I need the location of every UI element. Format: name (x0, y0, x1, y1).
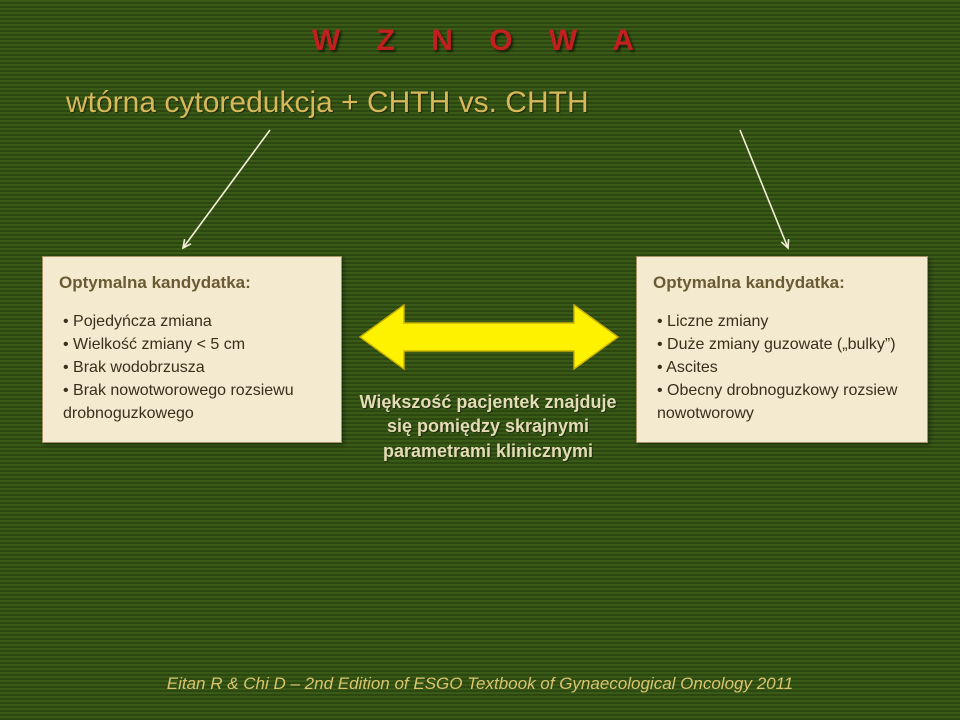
list-item: Wielkość zmiany < 5 cm (63, 333, 325, 356)
slide-subtitle: wtórna cytoredukcja + CHTH vs. CHTH (66, 86, 589, 120)
right-box-list: Liczne zmianyDuże zmiany guzowate („bulk… (653, 310, 911, 426)
left-box-header: Optymalna kandydatka: (59, 271, 325, 296)
center-caption: Większość pacjentek znajduje się pomiędz… (358, 390, 618, 463)
list-item: Brak nowotworowego rozsiewu drobnoguzkow… (63, 379, 325, 425)
list-item: Obecny drobnoguzkowy rozsiew nowotworowy (657, 379, 911, 425)
list-item: Brak wodobrzusza (63, 356, 325, 379)
list-item: Liczne zmiany (657, 310, 911, 333)
list-item: Ascites (657, 356, 911, 379)
citation-text: Eitan R & Chi D – 2nd Edition of ESGO Te… (0, 674, 960, 694)
slide-title: W Z N O W A (0, 24, 960, 58)
left-candidate-box: Optymalna kandydatka: Pojedyńcza zmianaW… (42, 256, 342, 443)
right-box-header: Optymalna kandydatka: (653, 271, 911, 296)
slide-content: W Z N O W A wtórna cytoredukcja + CHTH v… (0, 0, 960, 720)
list-item: Pojedyńcza zmiana (63, 310, 325, 333)
right-candidate-box: Optymalna kandydatka: Liczne zmianyDuże … (636, 256, 928, 443)
double-arrow-icon (360, 305, 618, 369)
list-item: Duże zmiany guzowate („bulky”) (657, 333, 911, 356)
left-box-list: Pojedyńcza zmianaWielkość zmiany < 5 cmB… (59, 310, 325, 426)
